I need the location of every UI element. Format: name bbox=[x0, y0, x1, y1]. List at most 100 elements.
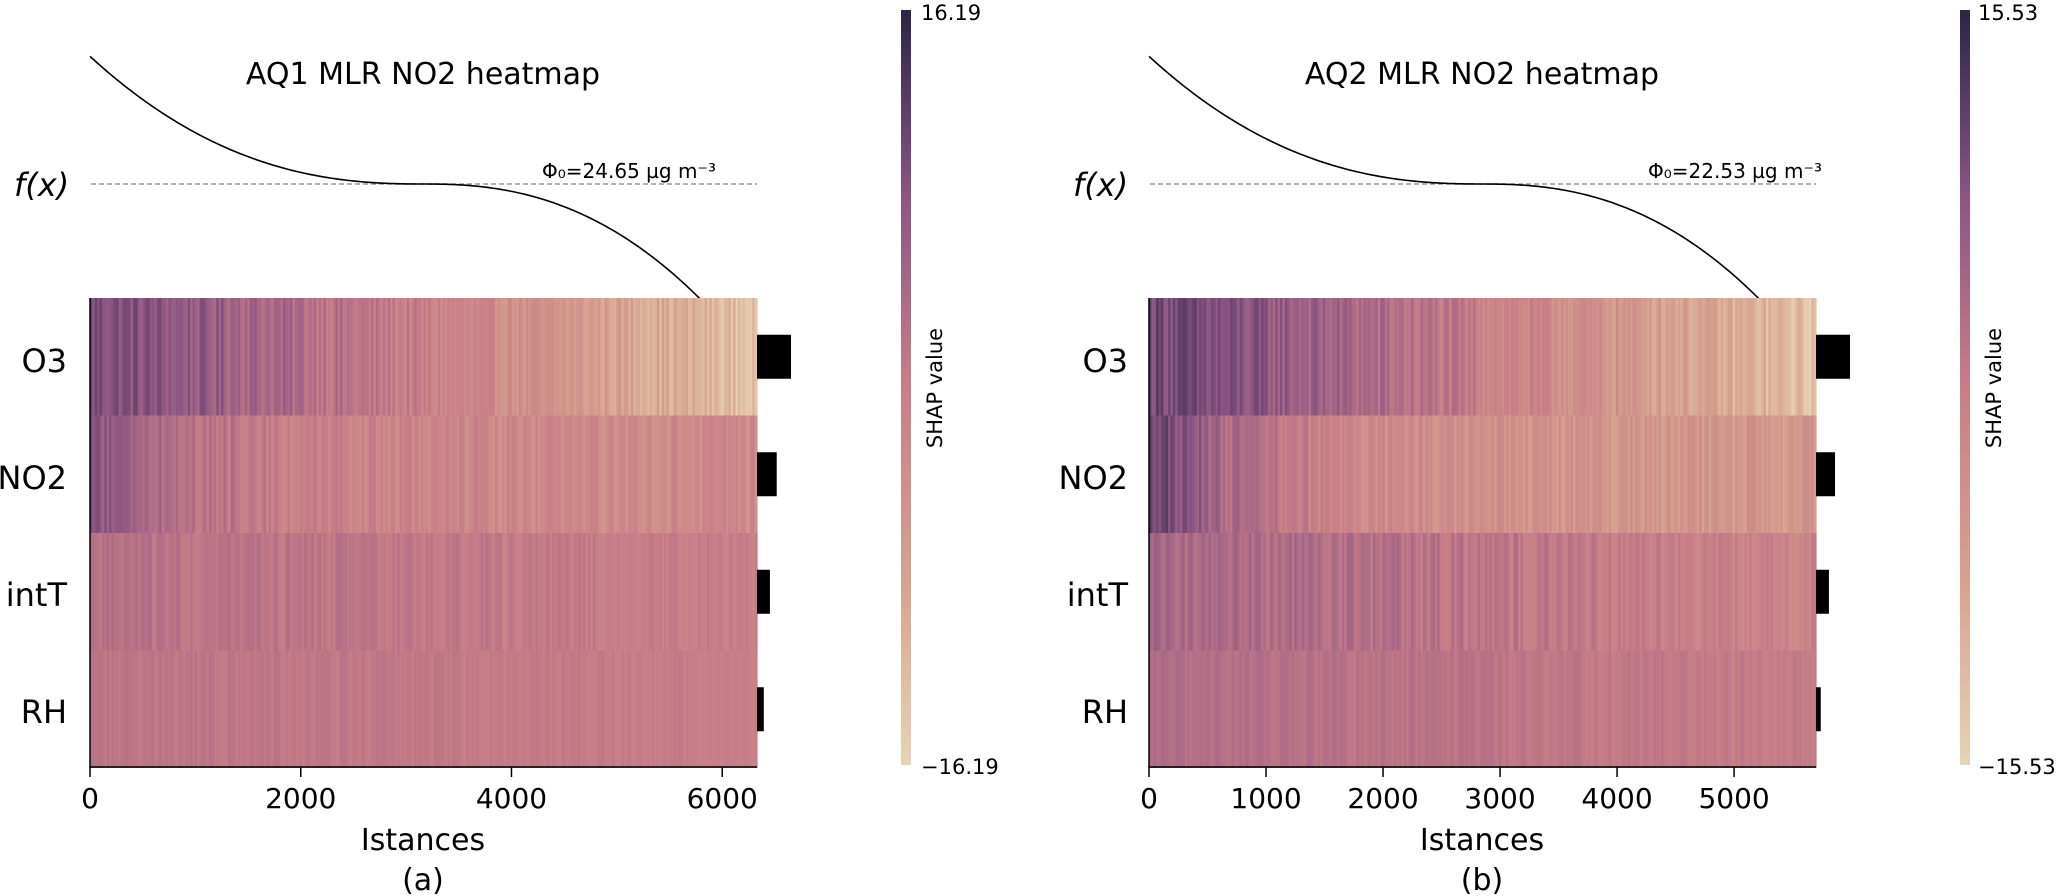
heat-cell bbox=[1613, 533, 1617, 651]
heat-cell bbox=[237, 298, 241, 416]
heat-cell bbox=[416, 650, 420, 768]
heat-cell bbox=[523, 533, 527, 651]
heat-cell bbox=[216, 650, 220, 768]
heat-cell bbox=[709, 650, 713, 768]
heat-cell bbox=[1482, 415, 1486, 533]
heat-cell bbox=[552, 298, 556, 416]
heat-cell bbox=[313, 298, 317, 416]
heat-cell bbox=[1413, 533, 1417, 651]
heat-cell bbox=[406, 650, 410, 768]
heat-cell bbox=[1199, 533, 1203, 651]
heat-cell bbox=[695, 298, 699, 416]
heat-cell bbox=[1782, 298, 1786, 416]
heat-cell bbox=[1801, 415, 1805, 533]
heat-cell bbox=[490, 533, 494, 651]
heat-cell bbox=[1530, 415, 1534, 533]
heat-cell bbox=[716, 650, 720, 768]
heat-cell bbox=[1773, 298, 1777, 416]
heat-cell bbox=[525, 650, 529, 768]
heat-cell bbox=[1344, 298, 1348, 416]
heat-cell bbox=[649, 415, 653, 533]
heat-cell bbox=[740, 415, 744, 533]
heat-cell bbox=[1508, 298, 1512, 416]
heat-cell bbox=[170, 650, 174, 768]
heat-cell bbox=[1573, 298, 1576, 416]
heat-cell bbox=[1334, 650, 1338, 768]
heat-cell bbox=[256, 650, 260, 768]
heat-cell bbox=[1584, 298, 1588, 416]
heat-cell bbox=[1804, 650, 1808, 768]
heat-cell bbox=[483, 415, 487, 533]
heat-cell bbox=[456, 533, 460, 651]
heat-cell bbox=[399, 533, 403, 651]
heat-cell bbox=[599, 650, 603, 768]
heat-cell bbox=[411, 650, 415, 768]
heat-cell bbox=[1265, 415, 1269, 533]
heat-cell bbox=[392, 415, 396, 533]
heat-cell bbox=[656, 533, 660, 651]
heat-cell bbox=[104, 650, 108, 768]
heat-cell bbox=[344, 415, 348, 533]
heat-cell bbox=[1368, 650, 1372, 768]
heat-cell bbox=[1413, 298, 1417, 416]
heat-cell bbox=[1673, 415, 1677, 533]
heat-cell bbox=[1158, 533, 1162, 651]
heat-cell bbox=[182, 533, 186, 651]
heat-cell bbox=[561, 415, 565, 533]
heat-cell bbox=[1673, 650, 1677, 768]
heat-cell bbox=[471, 298, 475, 416]
heat-cell bbox=[1194, 650, 1198, 768]
heat-cell bbox=[1677, 298, 1681, 416]
heat-cell bbox=[1584, 415, 1588, 533]
heat-cell bbox=[592, 533, 596, 651]
heat-cell bbox=[573, 533, 577, 651]
heat-cell bbox=[1189, 298, 1193, 416]
heat-cell bbox=[623, 533, 627, 651]
heat-cell bbox=[1699, 298, 1703, 416]
heat-cell bbox=[606, 415, 610, 533]
heat-cell bbox=[473, 298, 477, 416]
heat-cell bbox=[294, 415, 298, 533]
heat-cell bbox=[1430, 415, 1434, 533]
heat-cell bbox=[1637, 533, 1641, 651]
heat-cell bbox=[1391, 533, 1395, 651]
heat-cell bbox=[418, 298, 422, 416]
heat-cell bbox=[1232, 650, 1236, 768]
heat-cell bbox=[1182, 533, 1186, 651]
heat-cell bbox=[1349, 650, 1353, 768]
heat-cell bbox=[1299, 533, 1303, 651]
heat-cell bbox=[182, 415, 186, 533]
heat-cell bbox=[1639, 533, 1643, 651]
heat-cell bbox=[1353, 650, 1357, 768]
heat-cell bbox=[697, 298, 701, 416]
heat-cell bbox=[416, 298, 420, 416]
heat-cell bbox=[706, 533, 710, 651]
heat-cell bbox=[180, 298, 184, 416]
heat-cell bbox=[1644, 298, 1648, 416]
heat-cell bbox=[268, 415, 272, 533]
heat-cell bbox=[1201, 298, 1205, 416]
heat-cell bbox=[342, 650, 346, 768]
heat-cell bbox=[637, 415, 641, 533]
heat-cell bbox=[287, 650, 291, 768]
heat-cell bbox=[1456, 298, 1460, 416]
heat-cell bbox=[1720, 298, 1724, 416]
heat-cell bbox=[259, 415, 263, 533]
heat-cell bbox=[1284, 533, 1288, 651]
heat-cell bbox=[699, 650, 703, 768]
heat-cell bbox=[204, 298, 208, 416]
heat-cell bbox=[318, 650, 322, 768]
heat-cell bbox=[1696, 298, 1700, 416]
heat-cell bbox=[256, 533, 260, 651]
heat-cell bbox=[1601, 415, 1605, 533]
heat-cell bbox=[1742, 650, 1746, 768]
heat-cell bbox=[1149, 415, 1152, 533]
heat-cell bbox=[559, 415, 563, 533]
heat-cell bbox=[347, 650, 351, 768]
heat-cell bbox=[1482, 533, 1486, 651]
heat-cell bbox=[1156, 298, 1160, 416]
heat-cell bbox=[1608, 533, 1612, 651]
heat-cell bbox=[714, 650, 718, 768]
heat-cell bbox=[633, 650, 637, 768]
heat-cell bbox=[402, 650, 406, 768]
